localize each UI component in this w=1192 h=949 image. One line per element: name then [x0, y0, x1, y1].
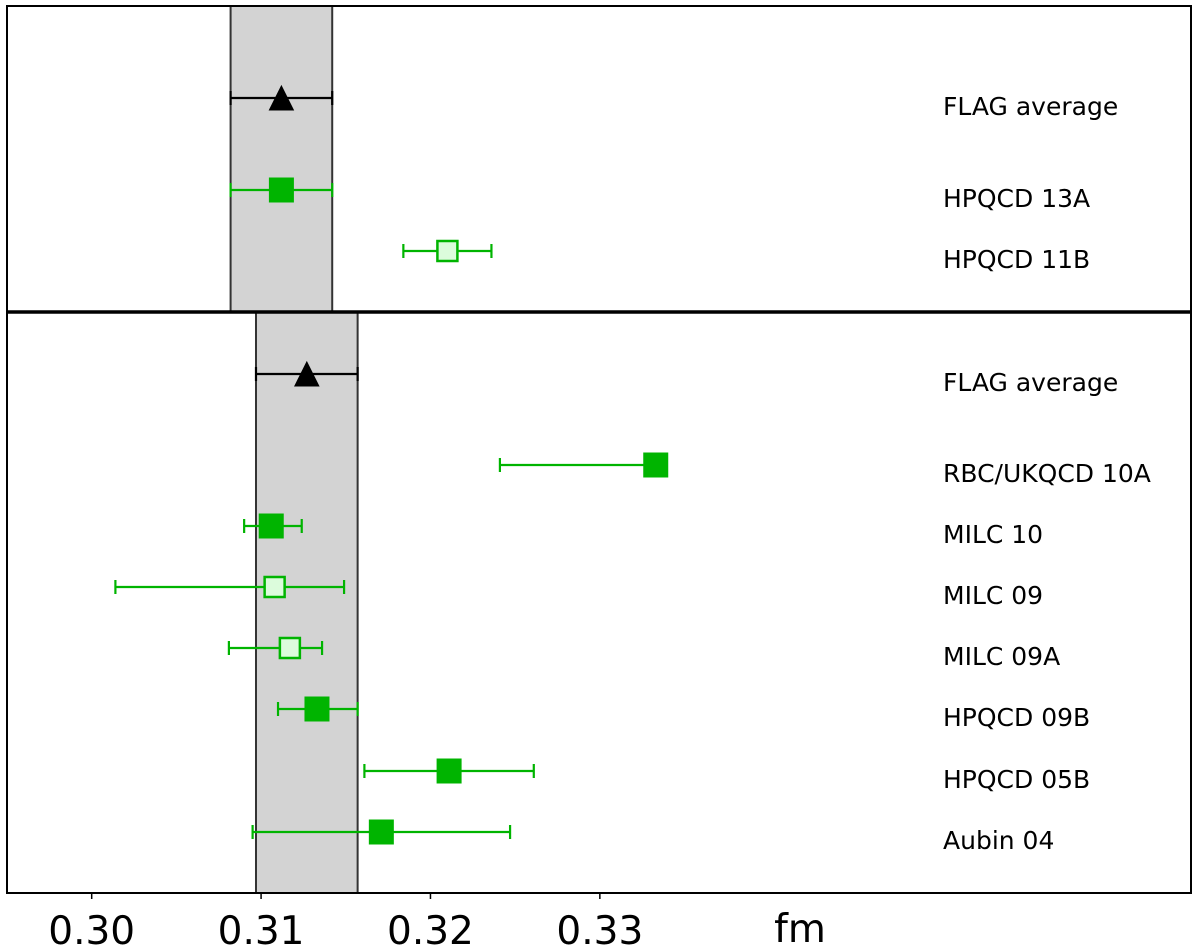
row-label: HPQCD 05B	[943, 765, 1090, 794]
square-marker	[643, 452, 669, 478]
row-label: HPQCD 13A	[943, 184, 1090, 213]
row-label: Aubin 04	[943, 826, 1054, 855]
average-bands	[229, 7, 359, 892]
x-tick-label: 0.33	[556, 909, 643, 949]
square-marker	[368, 819, 394, 845]
data-markers	[258, 84, 669, 845]
x-tick-label: 0.32	[387, 909, 474, 949]
average-band	[255, 313, 358, 892]
plot-frame	[6, 5, 1192, 894]
row-labels: FLAG average HPQCD 13A HPQCD 11B FLAG avera…	[943, 92, 1151, 855]
square-marker	[278, 636, 302, 660]
average-band	[230, 7, 333, 311]
error-bars	[114, 91, 661, 839]
triangle-marker	[268, 84, 295, 111]
x-tick-label: 0.31	[218, 909, 305, 949]
x-tick-label: 0.30	[48, 909, 135, 949]
row-label: RBC/UKQCD 10A	[943, 459, 1151, 488]
axes-frame	[6, 5, 1192, 894]
row-label: MILC 10	[943, 520, 1043, 549]
square-marker	[258, 513, 284, 539]
triangle-marker	[294, 360, 320, 387]
row-label: HPQCD 11B	[943, 245, 1090, 274]
square-marker	[304, 696, 330, 722]
x-axis-label: fm	[774, 907, 826, 949]
row-label: FLAG average	[943, 92, 1118, 121]
row-label: MILC 09	[943, 581, 1043, 610]
x-axis-ticks: 0.30 0.31 0.32 0.33	[48, 893, 643, 949]
square-marker	[263, 575, 286, 599]
square-marker	[268, 177, 294, 203]
row-label: FLAG average	[943, 368, 1118, 397]
square-marker	[436, 239, 459, 263]
row-label: HPQCD 09B	[943, 703, 1090, 732]
row-label: MILC 09A	[943, 642, 1060, 671]
square-marker	[436, 758, 462, 784]
